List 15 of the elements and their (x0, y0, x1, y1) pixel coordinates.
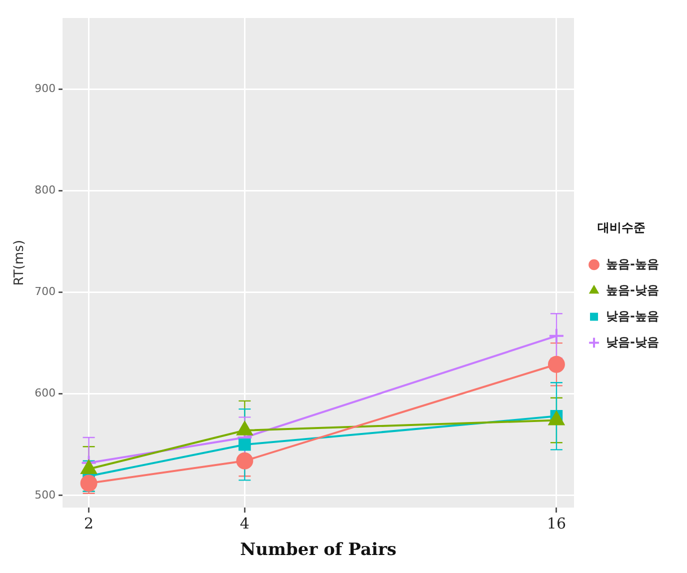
y-tick-label: 700 (34, 285, 56, 298)
y-tick-label: 900 (34, 82, 56, 95)
legend-label: 낮음-낮음 (606, 334, 660, 349)
x-tick-label: 4 (240, 514, 250, 532)
x-tick-label: 16 (546, 514, 566, 532)
legend-label: 높음-낮음 (606, 282, 660, 297)
x-tick-label: 2 (84, 514, 94, 532)
legend-title: 대비수준 (598, 220, 646, 234)
y-tick-label: 600 (34, 386, 56, 400)
legend-label: 높음-높음 (606, 256, 660, 271)
x-axis-title: Number of Pairs (240, 540, 396, 560)
y-tick-label: 800 (34, 184, 56, 197)
y-tick-label: 500 (34, 488, 56, 502)
legend-label: 낮음-높음 (606, 308, 660, 323)
y-axis-title: RT(ms) (12, 240, 28, 286)
